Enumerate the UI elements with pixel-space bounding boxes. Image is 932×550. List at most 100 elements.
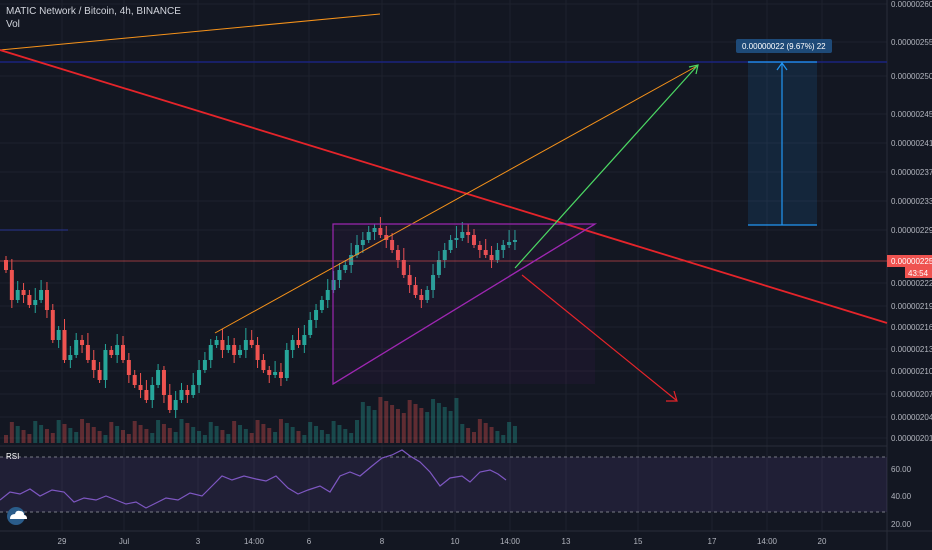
candle-body xyxy=(179,390,184,400)
volume-bar xyxy=(401,413,406,443)
volume-bar xyxy=(325,434,330,443)
candle-body xyxy=(325,290,330,300)
volume-bar xyxy=(448,411,453,443)
volume-bar xyxy=(407,400,412,443)
volume-bar xyxy=(138,425,143,443)
volume-bar xyxy=(39,425,44,443)
volume-bar xyxy=(21,430,26,443)
cloud-logo-shape xyxy=(10,510,27,519)
volume-bar xyxy=(308,422,313,443)
symbol-title[interactable]: MATIC Network / Bitcoin, 4h, BINANCE xyxy=(6,6,181,17)
price-tick-label: 0.00000233 xyxy=(891,197,932,206)
price-tick-label: 0.00000201 xyxy=(891,434,932,443)
price-tick-label: 0.00000260 xyxy=(891,0,932,9)
candle-body xyxy=(436,260,441,275)
candle-body xyxy=(33,300,38,305)
volume-bar xyxy=(9,422,14,443)
candle-body xyxy=(425,290,430,300)
orange-trendline-top xyxy=(0,13,381,51)
volume-bar xyxy=(436,403,441,443)
rsi-band xyxy=(0,457,887,512)
candle-body xyxy=(115,345,120,355)
volume-bar xyxy=(80,419,85,443)
candle-body xyxy=(208,345,213,360)
candle-body xyxy=(395,250,400,260)
volume-bar xyxy=(27,434,32,443)
candle-body xyxy=(15,290,20,300)
volume-bar xyxy=(208,422,213,443)
volume-bar xyxy=(512,426,517,443)
rsi-level-label: 20.00 xyxy=(891,520,912,529)
volume-bar xyxy=(296,431,301,443)
red-arrow-head xyxy=(666,390,678,402)
countdown-value: 43:54 xyxy=(908,269,929,278)
volume-bar xyxy=(366,406,371,443)
volume-bar xyxy=(378,397,383,443)
volume-bar xyxy=(267,428,272,443)
volume-bar xyxy=(68,428,73,443)
time-tick-label: Jul xyxy=(119,537,129,546)
volume-bar xyxy=(425,412,430,443)
candle-body xyxy=(460,232,465,238)
price-tick-label: 0.00000213 xyxy=(891,345,932,354)
volume-bar xyxy=(156,420,161,443)
candle-body xyxy=(126,360,131,375)
candle-body xyxy=(144,390,149,400)
candle-body xyxy=(407,275,412,285)
candle-body xyxy=(255,345,260,360)
red-downtrend-line xyxy=(0,49,888,324)
candle-body xyxy=(50,310,55,340)
measure-label: 0.00000022 (9.67%) 22 xyxy=(742,42,826,51)
volume-bar xyxy=(290,427,295,443)
candle-body xyxy=(390,240,395,250)
candle-body xyxy=(27,295,32,305)
volume-label[interactable]: Vol xyxy=(6,19,20,30)
candle-body xyxy=(238,350,242,355)
green-arrow-head xyxy=(688,64,699,75)
volume-bar xyxy=(167,428,172,443)
candle-body xyxy=(448,240,453,250)
volume-bar xyxy=(214,426,219,443)
volume-bar xyxy=(4,435,8,443)
volume-bar xyxy=(126,434,131,443)
candle-body xyxy=(220,340,225,350)
candle-body xyxy=(261,360,266,370)
candle-body xyxy=(4,260,8,270)
volume-bar xyxy=(413,404,418,443)
candle-body xyxy=(302,335,307,345)
volume-bar xyxy=(255,420,260,443)
volume-bar xyxy=(179,419,184,443)
candle-body xyxy=(442,250,447,260)
current-price-tag xyxy=(887,255,932,267)
volume-bar xyxy=(319,430,324,443)
time-tick-label: 14:00 xyxy=(500,537,521,546)
candle-body xyxy=(378,228,383,235)
price-tick-label: 0.00000237 xyxy=(891,168,932,177)
candle-body xyxy=(68,355,73,360)
candle-body xyxy=(419,295,424,300)
countdown-tag xyxy=(905,267,932,278)
candle-body xyxy=(121,345,125,360)
candle-body xyxy=(472,235,476,245)
volume-bar xyxy=(489,427,494,443)
time-tick-label: 15 xyxy=(634,537,643,546)
time-axis[interactable]: 29 Jul 3 14:00 6 8 10 14:00 13 15 17 14:00 20 xyxy=(58,537,827,546)
volume-bar xyxy=(442,407,447,443)
candle-body xyxy=(138,385,143,390)
time-tick-label: 8 xyxy=(380,537,385,546)
volume-bar xyxy=(302,435,307,443)
volume-bar xyxy=(121,430,125,443)
rsi-level-label: 60.00 xyxy=(891,465,912,474)
orange-trendline-channel xyxy=(214,65,698,334)
volume-bar xyxy=(372,410,377,443)
volume-bar xyxy=(85,423,90,443)
volume-bar xyxy=(191,427,196,443)
price-axis[interactable]: 60.00 40.00 20.00 0.00000260 0.00000255 0.000… xyxy=(887,0,932,529)
volume-bar xyxy=(243,429,248,443)
time-tick-label: 6 xyxy=(307,537,312,546)
rsi-panel: RSI xyxy=(0,449,887,525)
volume-bar xyxy=(477,419,482,443)
volume-bar xyxy=(395,409,400,443)
